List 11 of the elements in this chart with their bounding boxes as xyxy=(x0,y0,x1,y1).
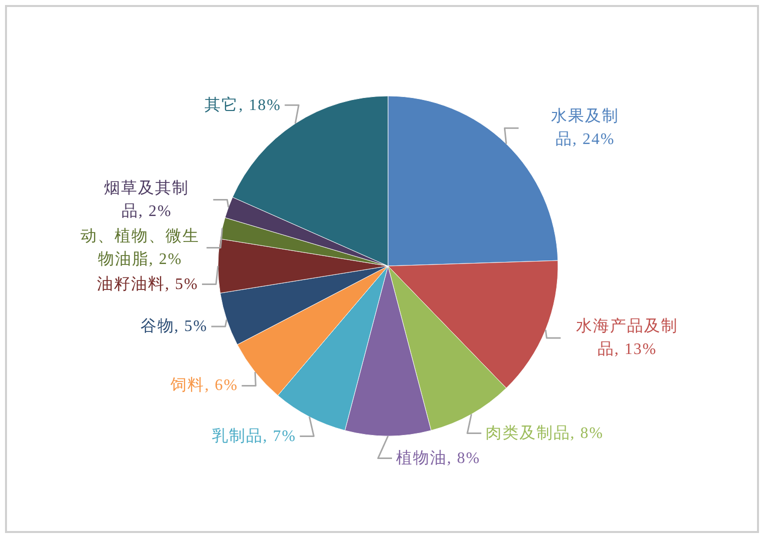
slice-label: 肉类及制品, 8% xyxy=(485,424,604,444)
slice-label: 饲料, 6% xyxy=(170,376,238,396)
slice-label: 谷物, 5% xyxy=(140,317,208,337)
slice-label: 植物油, 8% xyxy=(396,448,480,469)
slice-label: 其它, 18% xyxy=(204,96,282,116)
slice-label: 烟草及其制品, 2% xyxy=(103,178,190,222)
slice-label: 水果及制品, 24% xyxy=(550,106,620,150)
slice-label: 油籽油料, 5% xyxy=(97,274,198,295)
slice-label: 乳制品, 7% xyxy=(212,426,296,447)
slice-label: 动、植物、微生物油脂, 2% xyxy=(80,226,201,270)
slice-label: 水海产品及制品, 13% xyxy=(575,316,680,360)
